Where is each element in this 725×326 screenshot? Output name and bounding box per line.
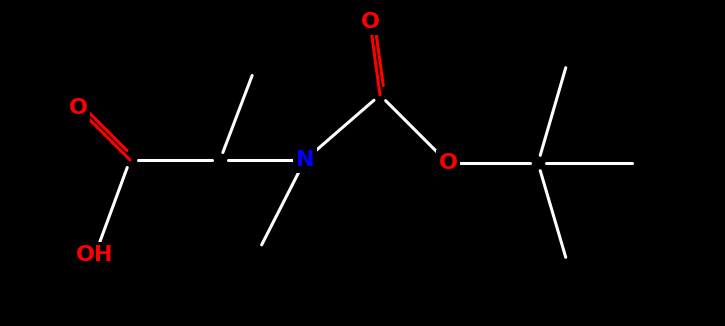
Text: O: O: [439, 153, 457, 173]
Text: O: O: [68, 98, 88, 118]
Text: O: O: [360, 12, 379, 32]
Text: OH: OH: [76, 245, 114, 265]
Text: N: N: [296, 150, 314, 170]
